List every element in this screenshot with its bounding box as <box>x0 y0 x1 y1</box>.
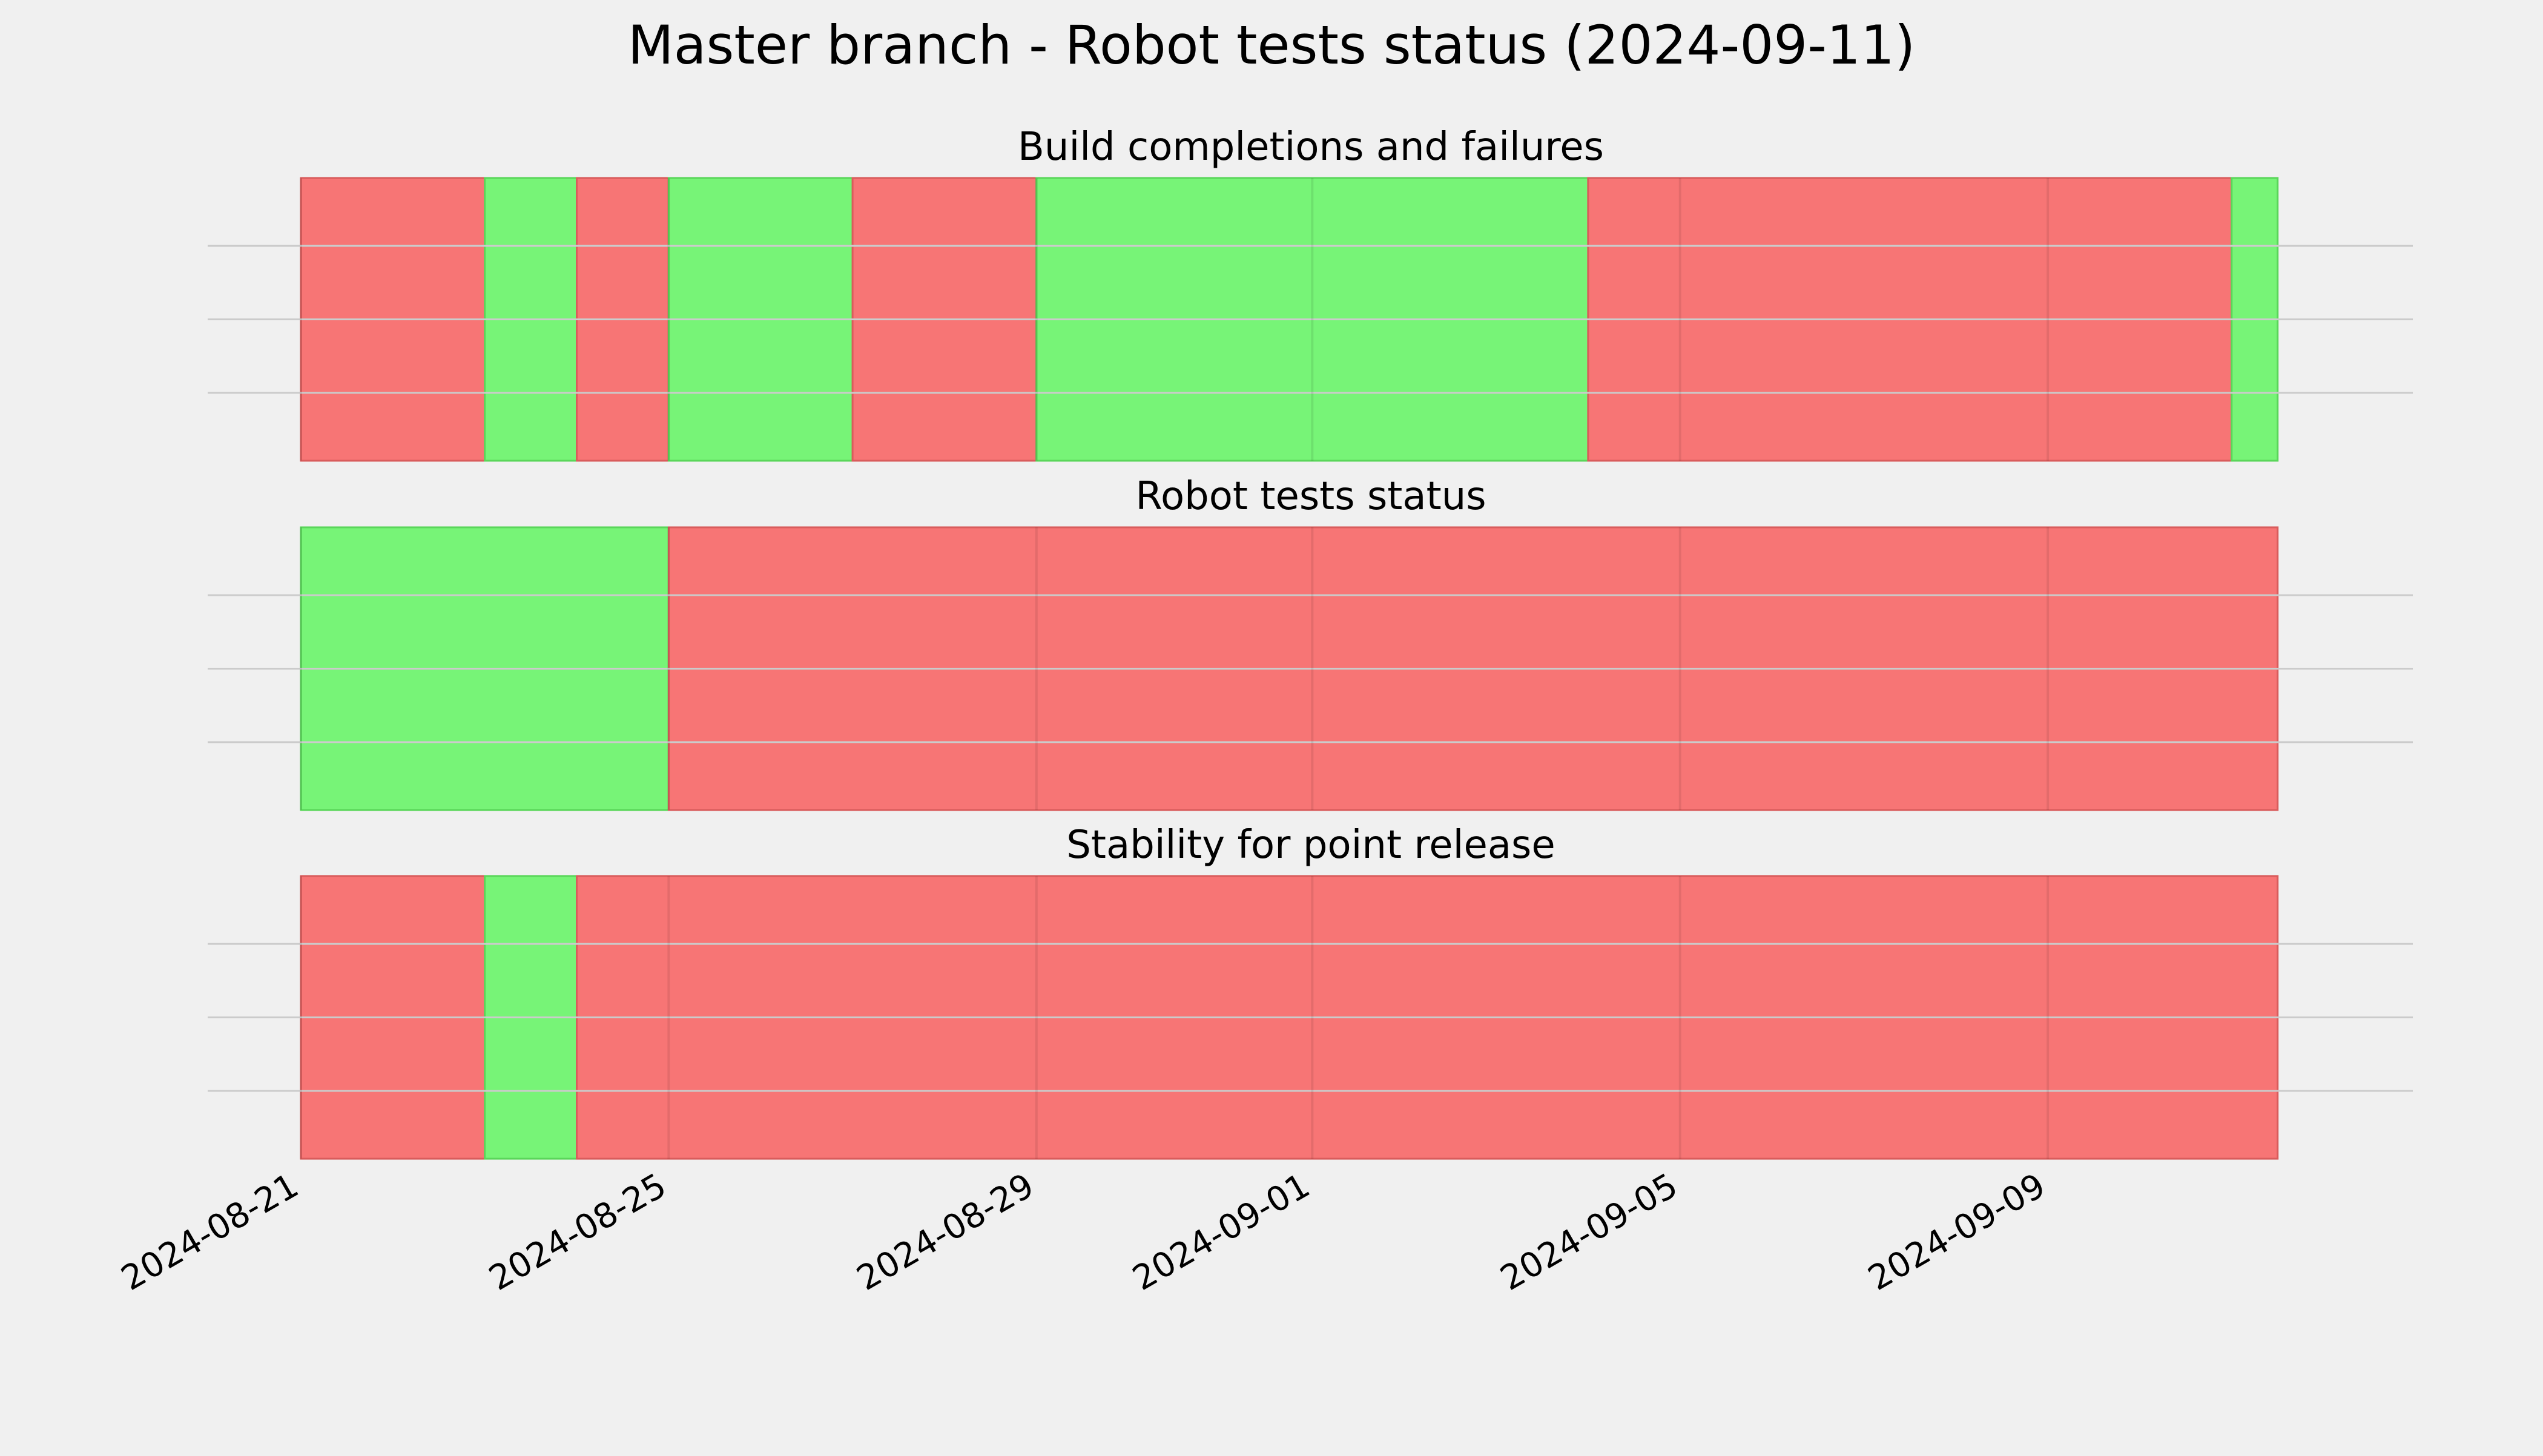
panel-1: Build completions and failures <box>208 125 2413 462</box>
x-tick-label: 2024-09-01 <box>1126 1166 1316 1299</box>
panel-title: Build completions and failures <box>1018 125 1604 170</box>
x-tick-label: 2024-08-29 <box>850 1166 1040 1299</box>
x-tick-label: 2024-08-21 <box>115 1166 305 1299</box>
x-tick-label: 2024-08-25 <box>483 1166 673 1299</box>
panel-2: Robot tests status <box>208 474 2413 811</box>
panel-title: Robot tests status <box>1135 474 1486 519</box>
chart-title: Master branch - Robot tests status (2024… <box>628 14 1916 76</box>
x-tick-label: 2024-09-05 <box>1494 1166 1684 1299</box>
panel-title: Stability for point release <box>1066 823 1555 868</box>
panel-3: Stability for point release <box>208 823 2413 1160</box>
x-tick-label: 2024-09-09 <box>1862 1166 2052 1299</box>
